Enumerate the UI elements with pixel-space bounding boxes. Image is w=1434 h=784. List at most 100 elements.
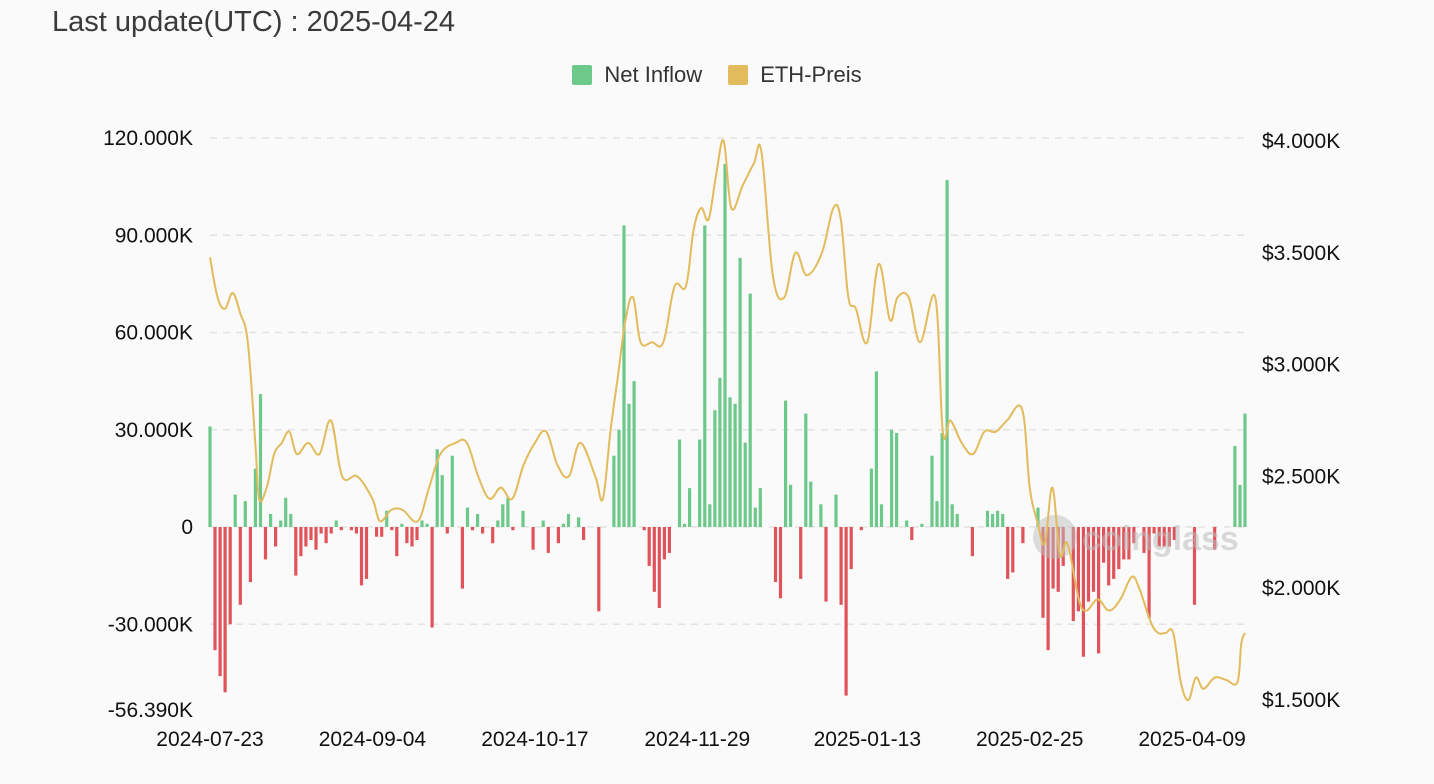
inflow-bars	[208, 163, 1247, 696]
inflow-bar	[784, 400, 788, 527]
inflow-bar	[743, 442, 747, 527]
eth-price-swatch	[728, 65, 749, 85]
inflow-bar	[617, 429, 621, 528]
inflow-bar	[228, 527, 232, 625]
inflow-bar	[359, 527, 364, 586]
right-axis-tick-label: $4.000K	[1262, 130, 1340, 153]
inflow-bar	[1233, 446, 1237, 527]
inflow-bar	[430, 527, 434, 628]
inflow-bar	[470, 527, 475, 531]
inflow-bar	[556, 527, 560, 544]
inflow-bar	[233, 494, 237, 527]
inflow-bar	[253, 468, 257, 527]
eth-price-line	[209, 139, 1246, 702]
x-axis: 2024-07-23 2024-09-04 2024-10-17 2024-11-29…	[156, 728, 1246, 751]
inflow-bar	[874, 371, 878, 527]
legend-item-net-inflow[interactable]: Net Inflow	[572, 62, 702, 88]
inflow-bar	[1107, 527, 1111, 586]
inflow-bar	[380, 527, 384, 537]
inflow-bar	[753, 507, 757, 527]
inflow-bar	[627, 403, 631, 527]
inflow-bar	[1142, 527, 1146, 553]
inflow-bar	[243, 501, 247, 527]
left-y-axis: 120.000K 90.000K 60.000K 30.000K 0 -30.000K -5…	[103, 127, 193, 722]
inflow-bar	[1122, 527, 1126, 560]
inflow-bar	[849, 527, 853, 570]
inflow-bar	[1117, 527, 1121, 570]
inflow-bar	[890, 429, 894, 528]
inflow-bar	[1006, 527, 1010, 579]
inflow-bar	[334, 520, 338, 527]
inflow-bar	[1132, 527, 1136, 544]
inflow-bar	[506, 497, 510, 527]
inflow-bar	[713, 410, 717, 527]
inflow-bar	[465, 507, 470, 527]
right-axis-tick-label: $2.000K	[1262, 577, 1340, 600]
inflow-bar	[869, 468, 873, 527]
x-axis-tick-label: 2025-02-25	[976, 728, 1083, 751]
inflow-bar	[319, 527, 323, 534]
inflow-bar	[895, 433, 899, 527]
legend-item-eth-price[interactable]: ETH-Preis	[728, 62, 862, 88]
inflow-bar	[415, 527, 419, 540]
inflow-bar	[375, 527, 379, 537]
x-axis-tick-label: 2025-04-09	[1138, 728, 1245, 751]
inflow-bar	[425, 523, 429, 527]
inflow-bar	[496, 520, 500, 527]
legend: Net Inflow ETH-Preis	[0, 62, 1434, 88]
inflow-bar	[420, 520, 424, 527]
inflow-bar	[1152, 527, 1156, 534]
inflow-bar	[688, 488, 692, 527]
page-title: Last update(UTC) : 2025-04-24	[52, 6, 455, 38]
inflow-bar	[405, 527, 409, 544]
inflow-bar	[561, 523, 565, 527]
inflow-bar	[642, 527, 646, 531]
inflow-bar	[440, 475, 444, 527]
inflow-bar	[395, 527, 399, 557]
inflow-bar	[1112, 527, 1116, 579]
inflow-bar	[329, 527, 333, 534]
inflow-bar	[435, 449, 439, 527]
inflow-bar	[738, 257, 742, 527]
inflow-bar	[985, 510, 990, 527]
inflow-bar	[662, 527, 666, 560]
inflow-bar	[597, 527, 601, 612]
inflow-bar	[1091, 527, 1096, 592]
inflow-bar	[218, 527, 222, 677]
inflow-bar	[652, 527, 656, 592]
inflow-bar	[238, 527, 242, 605]
inflow-bar	[481, 527, 485, 534]
inflow-bar	[1162, 527, 1166, 547]
inflow-bar	[935, 501, 939, 527]
inflow-bar	[647, 527, 651, 566]
left-axis-tick-label: 0	[181, 516, 193, 539]
inflow-bar	[733, 403, 737, 527]
left-axis-tick-label: -30.000K	[108, 613, 193, 636]
inflow-bar	[279, 520, 283, 527]
inflow-bar	[667, 527, 671, 553]
inflow-bar	[748, 293, 752, 527]
x-axis-tick-label: 2024-11-29	[644, 728, 750, 751]
inflow-bar	[445, 527, 449, 534]
inflow-bar	[566, 514, 571, 527]
inflow-bar	[758, 488, 762, 527]
watermark: coinglass	[1033, 515, 1239, 559]
inflow-bar	[304, 527, 308, 547]
inflow-bar	[799, 527, 803, 579]
inflow-bar	[546, 527, 550, 553]
inflow-bar	[390, 527, 394, 531]
inflow-bar	[970, 527, 974, 557]
inflow-bar	[1213, 527, 1217, 550]
inflow-bar	[1238, 484, 1242, 527]
inflow-bar	[476, 514, 480, 527]
inflow-bar	[339, 527, 343, 531]
inflow-bar	[354, 527, 358, 534]
inflow-bar	[950, 504, 954, 527]
inflow-bar	[879, 504, 884, 527]
inflow-bar	[299, 527, 303, 557]
inflow-bar	[1036, 507, 1040, 527]
inflow-bar	[1041, 527, 1045, 618]
inflow-bar	[1172, 527, 1176, 540]
inflow-bar	[1097, 527, 1101, 654]
